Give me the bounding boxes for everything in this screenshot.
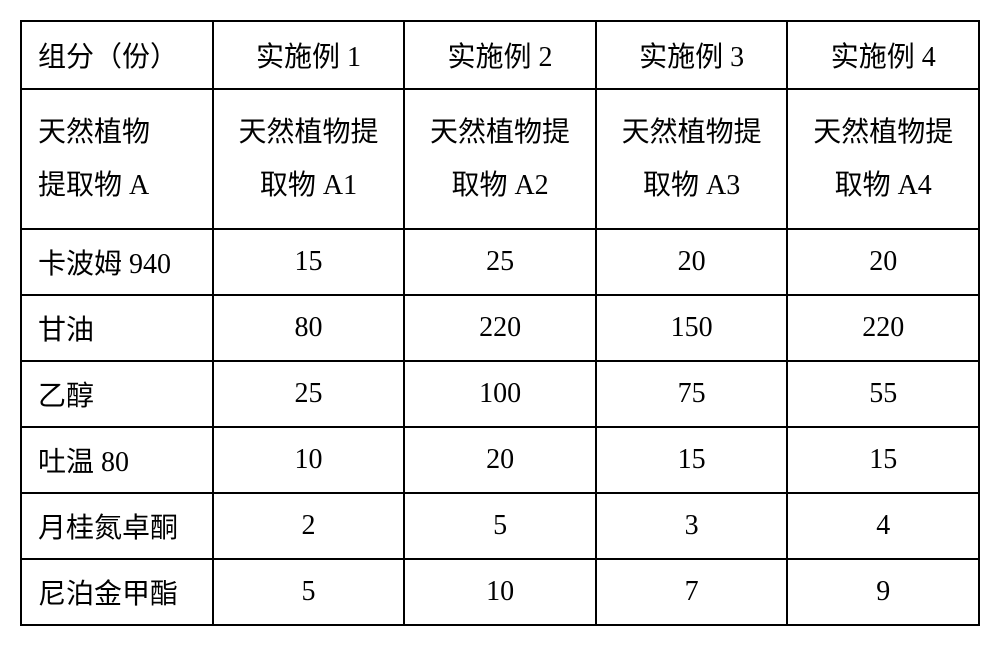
header-example-2: 实施例 2 <box>404 21 596 89</box>
header-example-3: 实施例 3 <box>596 21 788 89</box>
cell-value: 80 <box>213 295 405 361</box>
cell-line-2: 取物 A4 <box>835 170 932 201</box>
table-row: 卡波姆 940 15 25 20 20 <box>21 229 979 295</box>
cell-value: 天然植物提 取物 A4 <box>787 89 979 229</box>
cell-value: 20 <box>596 229 788 295</box>
cell-line-2: 取物 A1 <box>260 170 357 201</box>
cell-value: 55 <box>787 361 979 427</box>
table-row: 甘油 80 220 150 220 <box>21 295 979 361</box>
header-example-1: 实施例 1 <box>213 21 405 89</box>
cell-value: 4 <box>787 493 979 559</box>
cell-value: 75 <box>596 361 788 427</box>
header-example-4: 实施例 4 <box>787 21 979 89</box>
cell-value: 天然植物提 取物 A1 <box>213 89 405 229</box>
cell-value: 25 <box>404 229 596 295</box>
cell-value: 15 <box>596 427 788 493</box>
cell-value: 25 <box>213 361 405 427</box>
cell-line-1: 天然植物提 <box>813 117 953 148</box>
cell-line-1: 天然植物提 <box>622 117 762 148</box>
cell-value: 天然植物提 取物 A2 <box>404 89 596 229</box>
cell-value: 9 <box>787 559 979 625</box>
cell-value: 15 <box>213 229 405 295</box>
cell-line-2: 取物 A2 <box>451 170 548 201</box>
cell-component: 尼泊金甲酯 <box>21 559 213 625</box>
table-row: 乙醇 25 100 75 55 <box>21 361 979 427</box>
cell-value: 天然植物提 取物 A3 <box>596 89 788 229</box>
table-row: 吐温 80 10 20 15 15 <box>21 427 979 493</box>
cell-value: 20 <box>787 229 979 295</box>
cell-value: 100 <box>404 361 596 427</box>
header-component: 组分（份） <box>21 21 213 89</box>
cell-component: 月桂氮卓酮 <box>21 493 213 559</box>
cell-value: 10 <box>213 427 405 493</box>
table-row: 天然植物 提取物 A 天然植物提 取物 A1 天然植物提 取物 A2 天然植物提… <box>21 89 979 229</box>
table-row: 尼泊金甲酯 5 10 7 9 <box>21 559 979 625</box>
cell-line-2: 取物 A3 <box>643 170 740 201</box>
cell-value: 5 <box>213 559 405 625</box>
cell-component: 卡波姆 940 <box>21 229 213 295</box>
cell-component: 天然植物 提取物 A <box>21 89 213 229</box>
data-table: 组分（份） 实施例 1 实施例 2 实施例 3 实施例 4 天然植物 提取物 A… <box>20 20 980 626</box>
cell-value: 220 <box>404 295 596 361</box>
cell-component: 吐温 80 <box>21 427 213 493</box>
cell-line-2: 提取物 A <box>38 170 149 201</box>
table-header-row: 组分（份） 实施例 1 实施例 2 实施例 3 实施例 4 <box>21 21 979 89</box>
cell-component: 乙醇 <box>21 361 213 427</box>
cell-value: 2 <box>213 493 405 559</box>
cell-value: 5 <box>404 493 596 559</box>
cell-value: 220 <box>787 295 979 361</box>
cell-value: 7 <box>596 559 788 625</box>
table-row: 月桂氮卓酮 2 5 3 4 <box>21 493 979 559</box>
cell-value: 20 <box>404 427 596 493</box>
cell-line-1: 天然植物提 <box>430 117 570 148</box>
cell-line-1: 天然植物提 <box>239 117 379 148</box>
cell-value: 10 <box>404 559 596 625</box>
cell-component: 甘油 <box>21 295 213 361</box>
cell-line-1: 天然植物 <box>38 117 150 148</box>
cell-value: 3 <box>596 493 788 559</box>
cell-value: 15 <box>787 427 979 493</box>
cell-value: 150 <box>596 295 788 361</box>
